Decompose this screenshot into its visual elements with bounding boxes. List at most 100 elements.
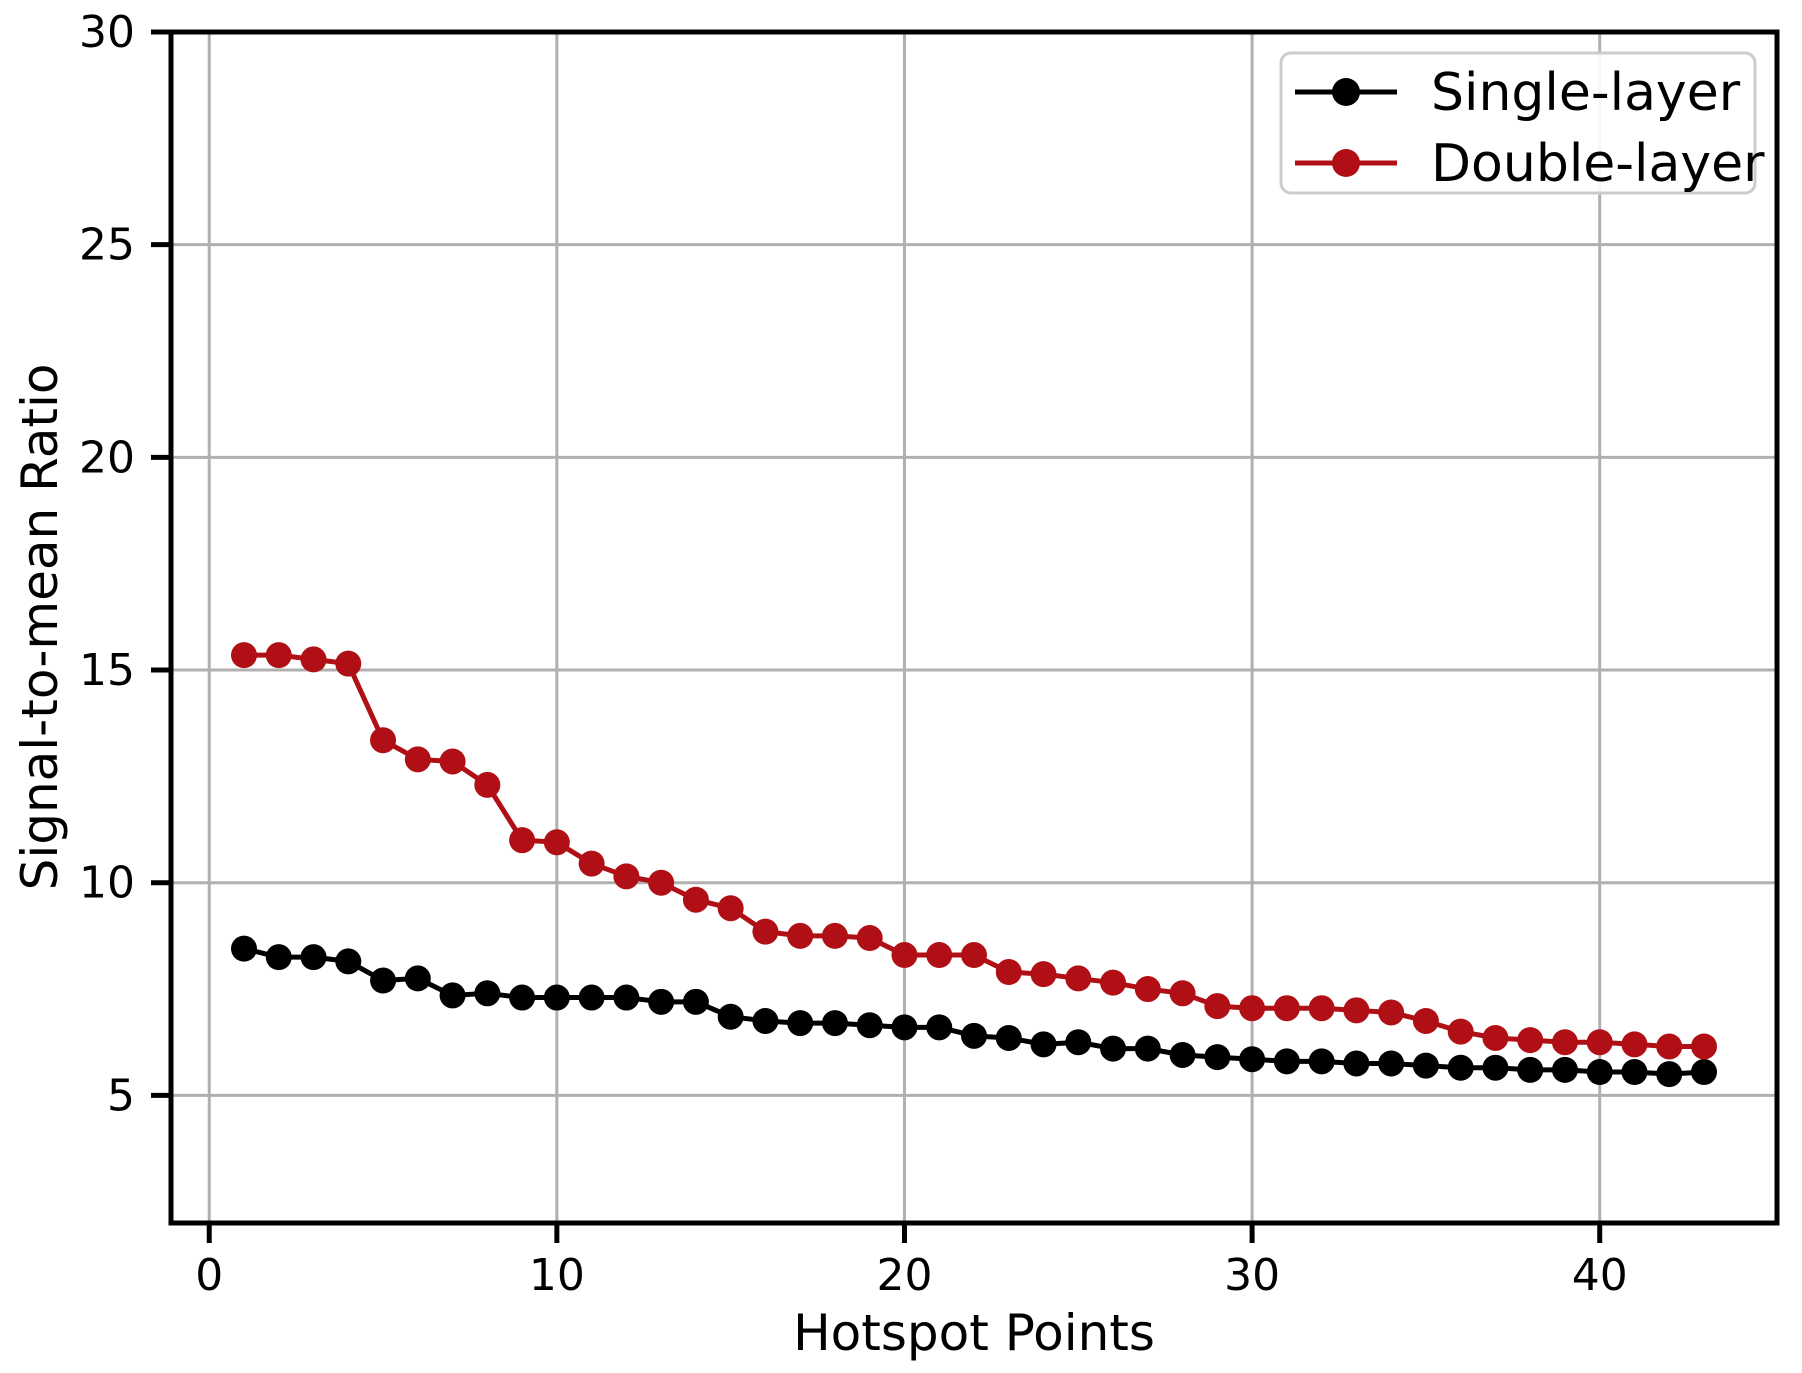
legend-entry-double-layer: Double-layer <box>1295 134 1765 194</box>
x-tick-label: 40 <box>1572 1250 1628 1301</box>
data-point-marker <box>717 1003 744 1030</box>
data-point-marker <box>856 1012 883 1039</box>
y-tick-label: 10 <box>79 858 135 909</box>
x-tick-label: 20 <box>876 1250 932 1301</box>
y-tick-label: 20 <box>79 432 135 483</box>
y-tick-label: 30 <box>79 7 135 58</box>
data-point-marker <box>404 965 431 992</box>
data-point-marker <box>578 850 605 877</box>
data-point-marker <box>1691 1033 1717 1060</box>
data-point-marker <box>1273 995 1300 1022</box>
legend-entry-single-layer: Single-layer <box>1295 63 1741 123</box>
legend: Single-layer Double-layer <box>1279 51 1765 195</box>
data-point-marker <box>1065 965 1092 992</box>
series-single-layer <box>231 935 1717 1088</box>
data-point-marker <box>1586 1058 1613 1085</box>
data-series <box>231 642 1717 1088</box>
data-point-marker <box>648 988 675 1015</box>
data-point-marker <box>1621 1058 1648 1085</box>
data-point-marker <box>1412 1052 1439 1079</box>
data-point-marker <box>1551 1029 1578 1056</box>
data-point-marker <box>1517 1027 1544 1054</box>
data-point-marker <box>1343 1050 1370 1077</box>
data-point-marker <box>1308 995 1335 1022</box>
data-point-marker <box>1239 1046 1266 1073</box>
legend-box <box>1279 51 1757 195</box>
data-point-marker <box>1447 1054 1474 1081</box>
series-double-layer <box>231 642 1717 1060</box>
y-tick-label: 5 <box>107 1070 135 1121</box>
data-point-marker <box>1378 999 1405 1026</box>
data-point-marker <box>995 959 1022 986</box>
data-point-marker <box>613 984 640 1011</box>
data-point-marker <box>1308 1048 1335 1075</box>
data-point-marker <box>543 829 570 856</box>
data-point-marker <box>509 984 536 1011</box>
data-point-marker <box>1482 1054 1509 1081</box>
data-point-marker <box>1656 1033 1683 1060</box>
y-axis-label: Signal-to-mean Ratio <box>11 364 69 891</box>
data-point-marker <box>1482 1024 1509 1051</box>
data-point-marker <box>821 922 848 949</box>
data-point-marker <box>682 988 709 1015</box>
data-point-marker <box>821 1010 848 1037</box>
data-point-marker <box>1204 1044 1231 1071</box>
data-point-marker <box>300 944 327 971</box>
data-point-marker <box>752 1007 779 1034</box>
data-point-marker <box>335 650 362 677</box>
data-point-marker <box>439 748 466 775</box>
data-point-marker <box>995 1024 1022 1051</box>
data-point-marker <box>1447 1018 1474 1045</box>
data-point-marker <box>1517 1056 1544 1083</box>
data-point-marker <box>1378 1050 1405 1077</box>
data-point-marker <box>543 984 570 1011</box>
data-point-marker <box>1586 1029 1613 1056</box>
data-point-marker <box>926 942 953 969</box>
data-point-marker <box>1691 1058 1717 1085</box>
data-point-marker <box>474 980 501 1007</box>
x-tick-label: 10 <box>529 1250 585 1301</box>
x-axis-label: Hotspot Points <box>793 1304 1155 1362</box>
tick-labels: 0 10 20 30 40 5 10 15 20 25 30 <box>79 7 1628 1301</box>
y-tick-label: 25 <box>79 220 135 271</box>
data-point-marker <box>682 886 709 913</box>
data-point-marker <box>335 948 362 975</box>
data-point-marker <box>370 967 397 994</box>
data-point-marker <box>787 922 814 949</box>
data-point-marker <box>717 895 744 922</box>
data-point-marker <box>926 1014 953 1041</box>
x-tick-label: 30 <box>1224 1250 1280 1301</box>
legend-sample-marker <box>1332 149 1360 177</box>
data-point-marker <box>1169 980 1196 1007</box>
data-point-marker <box>1134 1035 1161 1062</box>
legend-label: Double-layer <box>1431 134 1765 194</box>
data-point-marker <box>231 935 257 962</box>
data-point-marker <box>613 863 640 890</box>
data-point-marker <box>1065 1029 1092 1056</box>
data-point-marker <box>509 827 536 854</box>
data-point-marker <box>891 942 918 969</box>
data-point-marker <box>1343 997 1370 1024</box>
data-point-marker <box>1100 1035 1127 1062</box>
data-point-marker <box>1030 961 1057 988</box>
data-point-marker <box>265 642 292 669</box>
data-point-marker <box>1100 969 1127 996</box>
data-point-marker <box>1134 976 1161 1003</box>
data-point-marker <box>1169 1041 1196 1068</box>
data-point-marker <box>1412 1007 1439 1034</box>
data-point-marker <box>648 869 675 896</box>
data-point-marker <box>1551 1056 1578 1083</box>
data-point-marker <box>474 771 501 798</box>
plot-border <box>168 29 1780 1226</box>
data-point-marker <box>752 918 779 945</box>
data-point-marker <box>370 727 397 754</box>
data-point-marker <box>787 1010 814 1037</box>
data-point-marker <box>439 982 466 1009</box>
data-point-marker <box>1273 1048 1300 1075</box>
data-point-marker <box>1030 1031 1057 1058</box>
legend-label: Single-layer <box>1431 63 1741 123</box>
data-point-marker <box>300 646 327 673</box>
legend-sample-marker <box>1332 78 1360 106</box>
